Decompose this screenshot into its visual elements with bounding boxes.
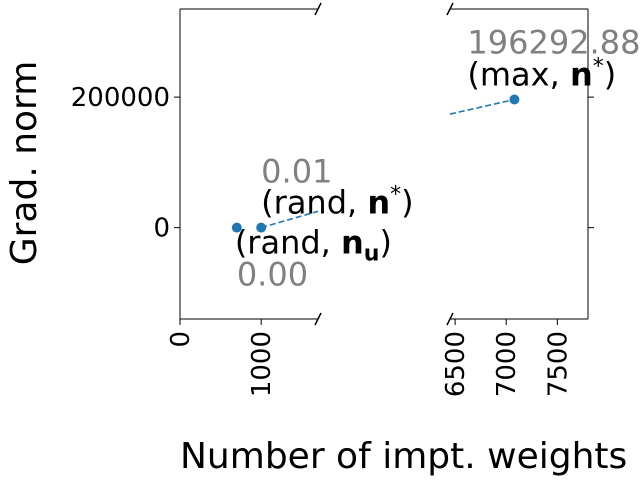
y-tick-label: 200000 [71, 83, 170, 113]
point-label-symbol: n [367, 184, 390, 222]
point-label: (max, n*) [467, 55, 616, 94]
axis-break-mark [314, 2, 322, 16]
point-label: (rand, n*) [261, 183, 413, 222]
point-label-close: ) [401, 184, 413, 222]
point-label-symbol: n [570, 56, 593, 94]
x-tick-label: 0 [166, 331, 196, 348]
annotations: 0.00(rand, nu)0.01(rand, n*)196292.88(ma… [235, 24, 640, 294]
data-point [256, 222, 267, 233]
value-label: 196292.88 [467, 24, 640, 62]
y-axis-title: Grad. norm [4, 61, 45, 266]
point-label-close: ) [379, 224, 391, 262]
axes: 0 200000 0 1000 6500 7000 7500 [71, 2, 594, 397]
x-tick-label: 7000 [492, 331, 522, 397]
point-label-symbol: n [341, 224, 364, 262]
trend-line [260, 210, 319, 229]
point-label-close: ) [604, 56, 616, 94]
value-label: 0.00 [237, 256, 308, 294]
x-tick-label: 7500 [543, 331, 573, 397]
point-label-text: (rand, [235, 224, 341, 262]
point-label-text: (max, [467, 56, 570, 94]
trend-line [449, 98, 515, 115]
x-tick-label: 6500 [441, 331, 471, 397]
x-axis-title: Number of impt. weights [180, 436, 627, 477]
y-tick-label: 0 [153, 214, 170, 244]
data-point [231, 222, 242, 233]
x-tick-label: 1000 [247, 331, 277, 397]
axis-break-mark [314, 312, 322, 326]
point-label-subscript: u [364, 242, 380, 267]
data-point [509, 94, 520, 105]
chart-marks [231, 94, 520, 233]
point-label-superscript: * [390, 183, 401, 208]
point-label: (rand, nu) [235, 224, 392, 267]
point-label-text: (rand, [261, 184, 367, 222]
value-label: 0.01 [261, 153, 332, 191]
axis-break-mark [446, 2, 454, 16]
point-label-superscript: * [593, 55, 604, 80]
axis-break-mark [446, 312, 454, 326]
